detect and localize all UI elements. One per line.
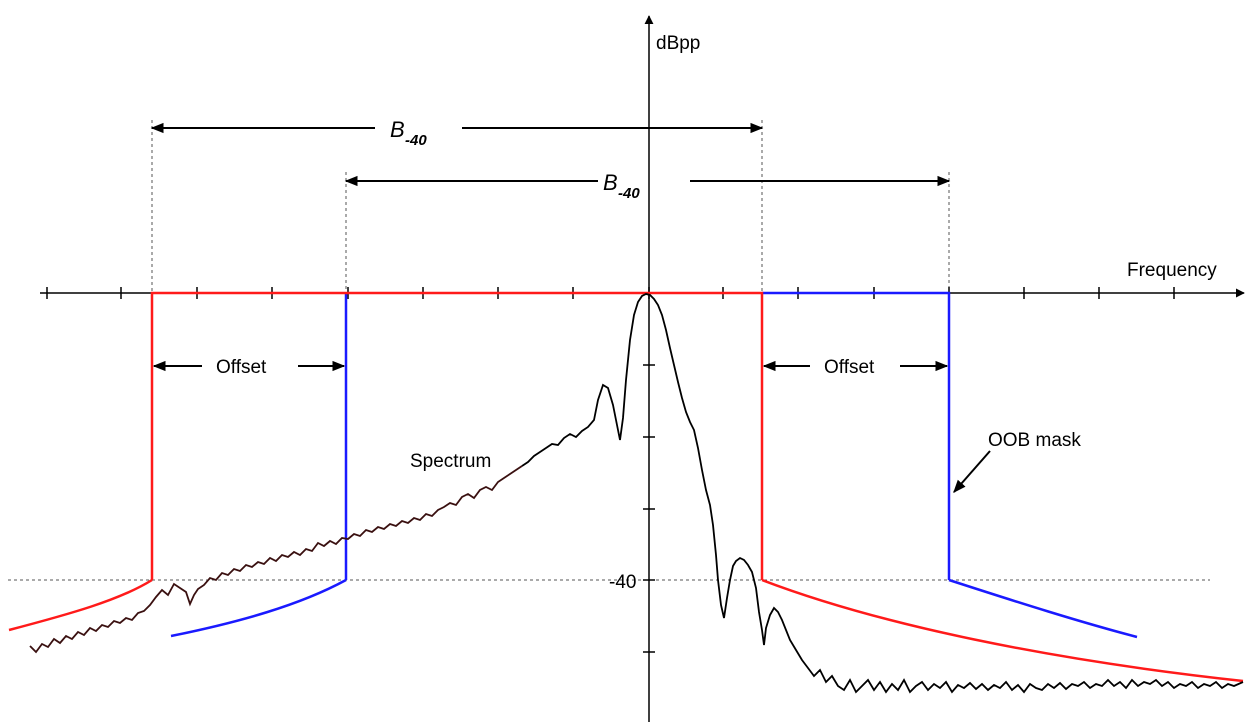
blue-mask-right-skirt	[948, 578, 1138, 639]
offset-right-label: Offset	[824, 357, 875, 378]
level-tick-label: -40	[609, 572, 636, 593]
blue-mask-left-skirt	[170, 578, 347, 638]
spectrum-main	[521, 293, 1244, 694]
red-mask-right-skirt	[761, 578, 1244, 683]
red-mask-left-skirt	[8, 578, 153, 632]
b40-blue-label: B	[603, 170, 618, 195]
offset-left-label: Offset	[216, 357, 267, 378]
y-axis-unit-label: dBpp	[656, 33, 700, 54]
spectrum-left-tail	[29, 465, 523, 654]
spectrum-trace	[29, 293, 1244, 694]
red-mask	[8, 291, 1244, 683]
x-ticks	[46, 287, 1175, 299]
x-axis-label: Frequency	[1127, 260, 1217, 281]
b40-red-subscript: -40	[405, 132, 427, 149]
bandwidth-arrows	[150, 122, 951, 187]
b40-red-label: B	[390, 117, 405, 142]
oob-mask-pointer	[953, 450, 991, 493]
red-mask-plateau	[150, 291, 764, 580]
spectrum-label: Spectrum	[410, 451, 491, 472]
offset-arrows	[152, 360, 991, 493]
oob-mask-label: OOB mask	[988, 430, 1081, 451]
blue-mask	[170, 291, 1138, 639]
y-ticks	[643, 364, 655, 653]
b40-blue-subscript: -40	[618, 185, 640, 202]
blue-mask-right-edge	[762, 291, 951, 580]
